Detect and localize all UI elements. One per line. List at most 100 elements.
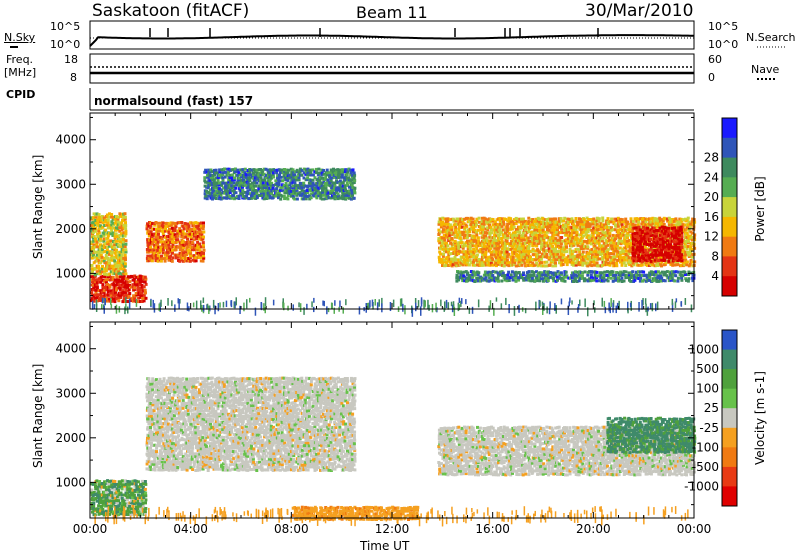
echo-cell [493,253,497,257]
clutter-cell [200,300,202,310]
echo-cell [241,184,245,188]
echo-cell [233,170,237,174]
clutter-cell [311,301,313,308]
echo-cell [682,230,686,234]
echo-cell [118,285,122,289]
echo-cell [623,220,627,224]
echo-cell [149,254,152,258]
echo-cell [479,241,483,245]
echo-cell [498,217,502,220]
echo-cell [290,173,294,177]
echo-cell [586,252,590,256]
echo-cell [131,296,135,300]
echo-cell [130,299,133,302]
echo-cell [586,234,590,238]
echo-cell [466,260,470,264]
echo-cell [219,188,223,192]
echo-cell [264,181,268,185]
echo-cell [676,262,680,266]
echo-cell [320,171,324,175]
echo-cell [497,261,501,264]
echo-cell [133,280,137,284]
echo-cell [468,250,472,254]
echo-cell [601,223,605,227]
echo-cell [470,234,474,238]
echo-cell [530,276,534,280]
echo-cell [565,256,569,260]
echo-cell [609,241,613,245]
echo-cell [270,183,273,187]
echo-cell [248,176,252,180]
echo-cell [187,232,191,236]
echo-cell [443,238,447,242]
echo-cell [307,170,311,174]
echo-cell [631,261,635,265]
echo-cell [556,241,560,245]
echo-cell [466,263,470,266]
echo-cell [600,249,604,253]
echo-cell [679,256,683,260]
echo-cell [153,251,157,255]
echo-cell [574,263,578,267]
echo-cell [527,249,531,253]
colorbar-swatch [722,177,737,198]
echo-cell [538,236,541,240]
echo-cell [124,272,128,276]
echo-cell [450,231,454,235]
echo-cell [533,238,537,242]
echo-cell [209,176,213,180]
echo-cell [187,251,191,255]
echo-cell [240,178,244,182]
echo-cell [252,186,256,190]
clutter-cell [230,300,232,306]
echo-cell [570,234,574,238]
echo-cell [441,230,445,234]
echo-cell [590,228,594,232]
echo-cell [273,188,277,192]
echo-cell [606,233,610,237]
echo-cell [439,244,443,248]
echo-cell [316,171,320,175]
echo-cell [536,222,540,226]
echo-cell [620,239,624,243]
echo-cell [549,252,553,256]
echo-cell [91,283,95,287]
echo-cell [521,217,525,221]
echo-cell [239,168,243,172]
echo-cell [239,173,243,177]
echo-cell [511,231,515,235]
echo-cell [113,248,117,252]
echo-cell [522,234,526,238]
echo-cell [120,253,124,257]
echo-cell [566,217,570,221]
echo-cell [274,194,278,198]
echo-cell [620,220,624,224]
echo-cell [263,178,267,182]
echo-cell [204,194,208,198]
echo-cell [678,231,682,235]
echo-cell [257,188,261,192]
echo-cell [656,234,660,238]
echo-cell [681,247,685,251]
echo-cell [453,250,457,254]
echo-cell [315,196,319,200]
echo-cell [561,231,565,235]
echo-cell [581,239,585,243]
echo-cell [92,226,96,230]
echo-cell [243,194,246,198]
echo-cell [477,241,481,245]
echo-cell [291,178,295,182]
echo-cell [592,217,596,221]
echo-cell [586,261,590,265]
echo-cell [664,242,667,246]
clutter-cell [345,299,347,306]
echo-cell [437,255,441,259]
echo-cell [585,235,589,239]
echo-cell [536,252,540,256]
echo-cell [466,216,470,220]
echo-cell [475,255,479,259]
echo-cell [121,250,125,254]
echo-cell [679,223,683,226]
echo-cell [493,230,497,234]
echo-cell [527,241,531,245]
